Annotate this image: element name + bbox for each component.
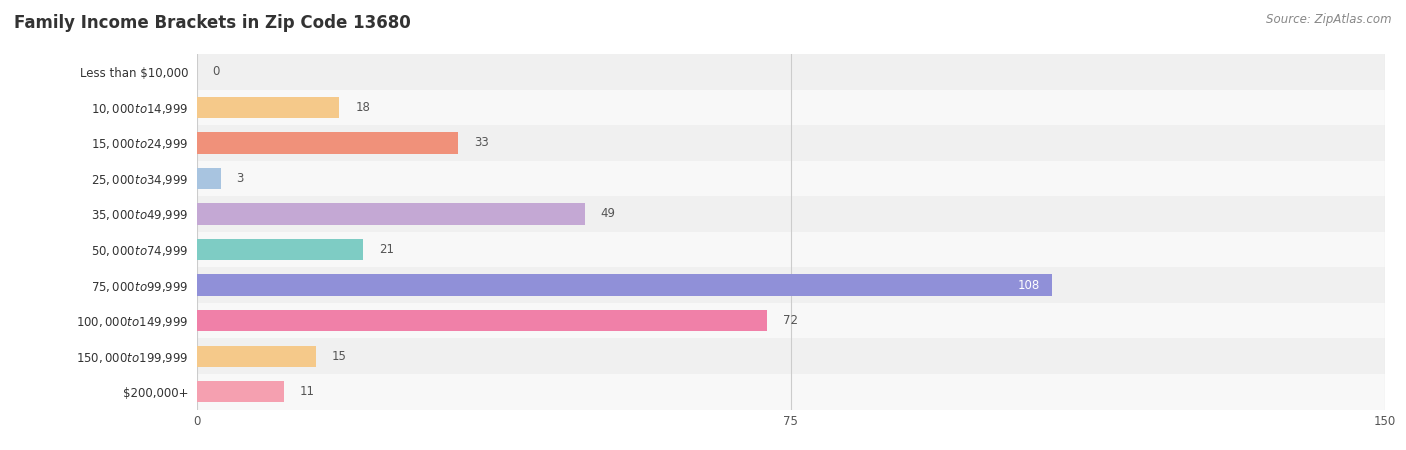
Text: 21: 21 [380, 243, 394, 256]
Text: 108: 108 [1018, 279, 1040, 292]
Text: 49: 49 [600, 207, 616, 220]
Text: Family Income Brackets in Zip Code 13680: Family Income Brackets in Zip Code 13680 [14, 14, 411, 32]
Bar [197, 267, 1385, 303]
Bar [197, 196, 1385, 232]
Bar [197, 303, 1385, 338]
Bar [197, 239, 363, 260]
Text: 3: 3 [236, 172, 243, 185]
Bar [197, 310, 768, 331]
Text: 15: 15 [332, 350, 346, 363]
Bar [197, 338, 1385, 374]
Text: 33: 33 [474, 136, 489, 149]
Text: Source: ZipAtlas.com: Source: ZipAtlas.com [1267, 14, 1392, 27]
Text: 11: 11 [299, 385, 315, 398]
Bar [197, 125, 1385, 161]
Bar [197, 381, 284, 402]
Text: 72: 72 [783, 314, 799, 327]
Bar [197, 168, 221, 189]
Bar [197, 346, 316, 367]
Bar [197, 97, 339, 118]
Text: 18: 18 [356, 101, 370, 114]
Bar [197, 161, 1385, 196]
Bar [197, 90, 1385, 125]
Text: 0: 0 [212, 65, 221, 78]
Bar [197, 232, 1385, 267]
Bar [197, 203, 585, 225]
Bar [197, 132, 458, 153]
Bar [197, 374, 1385, 410]
Bar [197, 274, 1052, 296]
Bar [197, 54, 1385, 90]
